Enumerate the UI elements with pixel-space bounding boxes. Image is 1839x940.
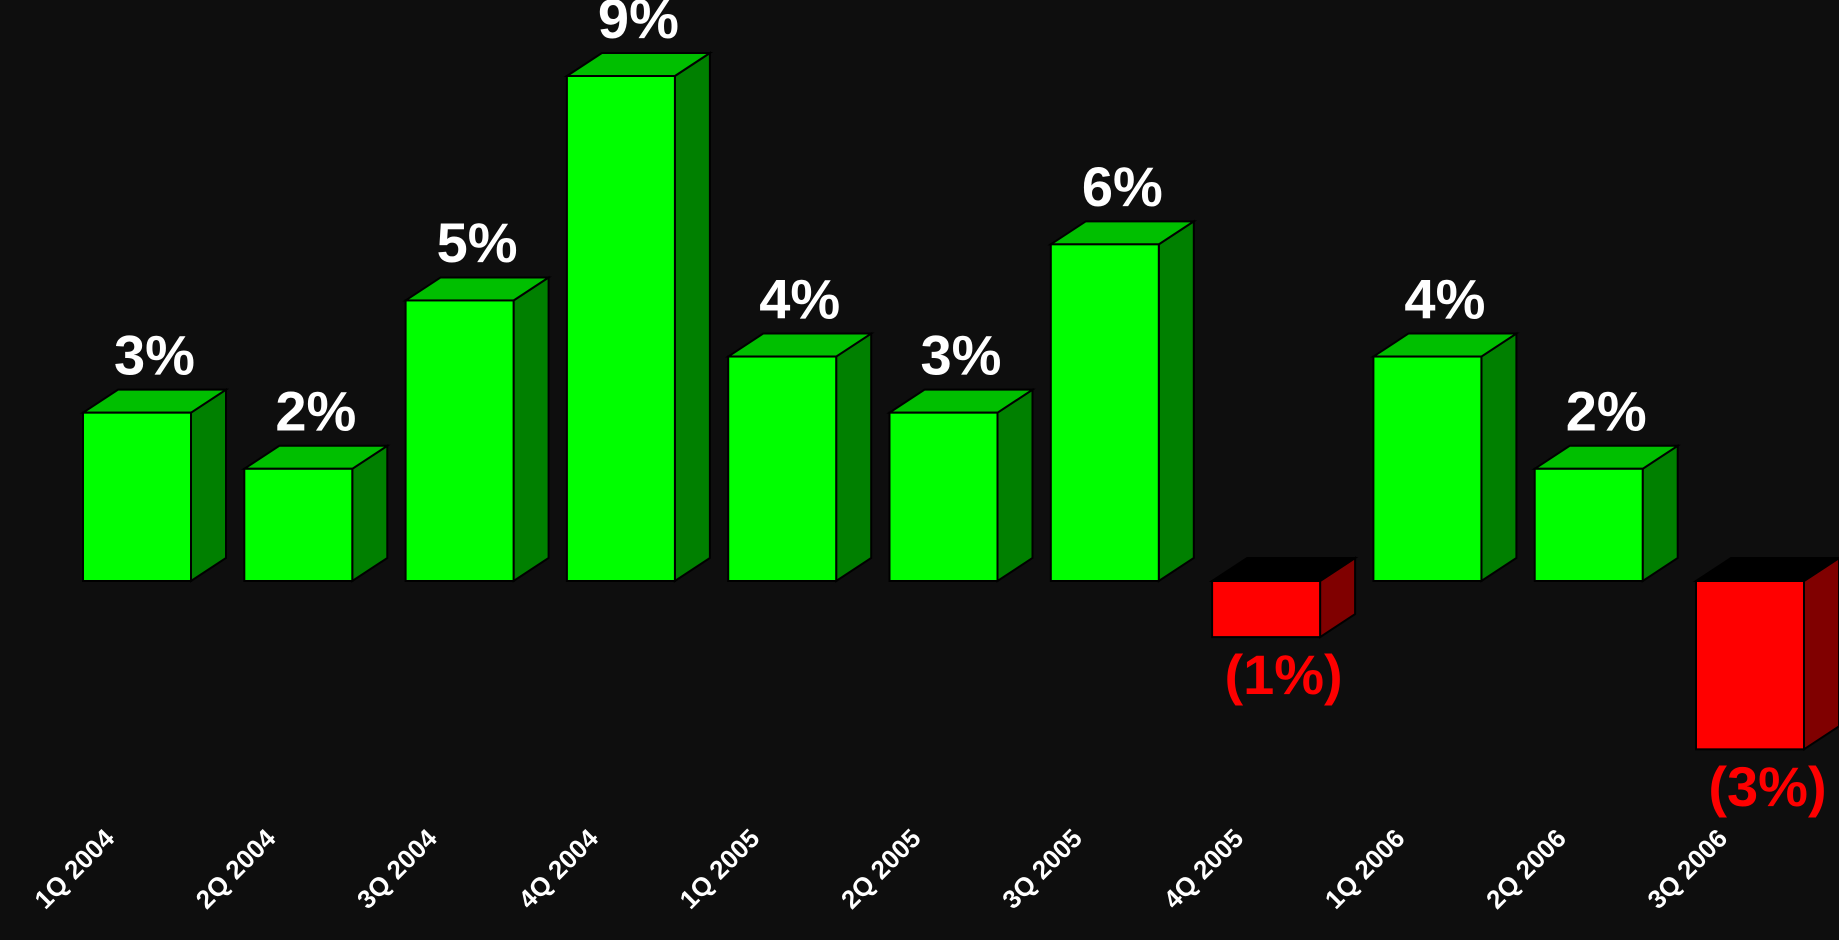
value-label: 2% bbox=[275, 380, 356, 443]
bar-side bbox=[673, 51, 711, 583]
bar bbox=[1047, 219, 1198, 583]
x-tick-label: 2Q 2004 bbox=[190, 823, 282, 915]
bar-front bbox=[404, 299, 515, 582]
bar-front bbox=[888, 411, 999, 582]
bar-front bbox=[243, 467, 354, 582]
bar bbox=[402, 275, 552, 583]
bar-front bbox=[1533, 467, 1644, 582]
x-tick-label: 1Q 2006 bbox=[1319, 823, 1411, 915]
bar bbox=[1370, 331, 1520, 583]
bar bbox=[79, 387, 230, 583]
bar-front bbox=[82, 411, 192, 582]
x-tick-label: 3Q 2005 bbox=[996, 823, 1088, 915]
x-tick-label: 3Q 2004 bbox=[351, 823, 443, 915]
bar-side bbox=[512, 275, 550, 583]
x-tick-label: 3Q 2006 bbox=[1641, 823, 1733, 915]
bar-side bbox=[1480, 331, 1518, 583]
x-tick-label: 1Q 2005 bbox=[674, 823, 766, 915]
bar bbox=[563, 51, 714, 583]
value-label: 6% bbox=[1082, 155, 1163, 218]
value-label: 5% bbox=[437, 211, 518, 274]
value-label: 4% bbox=[1404, 267, 1485, 330]
bar-front bbox=[1695, 580, 1805, 751]
value-label: 9% bbox=[598, 0, 679, 50]
value-label: 3% bbox=[114, 323, 195, 386]
x-tick-label: 2Q 2005 bbox=[835, 823, 927, 915]
bar bbox=[1692, 556, 1839, 752]
bar-side bbox=[1157, 219, 1195, 583]
x-tick-label: 1Q 2004 bbox=[28, 823, 120, 915]
bar bbox=[886, 387, 1036, 583]
bar-front bbox=[1049, 243, 1160, 582]
bar-side bbox=[996, 387, 1034, 583]
bar bbox=[1531, 443, 1682, 583]
bar-front bbox=[1372, 355, 1483, 582]
x-tick-label: 2Q 2006 bbox=[1480, 823, 1572, 915]
bar bbox=[724, 331, 875, 583]
value-label: (1%) bbox=[1224, 643, 1342, 706]
bar-front bbox=[727, 355, 838, 582]
x-tick-label: 4Q 2004 bbox=[512, 823, 604, 915]
bar-side bbox=[1803, 556, 1839, 752]
bar bbox=[1208, 556, 1359, 639]
value-label: 2% bbox=[1566, 380, 1647, 443]
value-label: 3% bbox=[921, 323, 1002, 386]
x-tick-label: 4Q 2005 bbox=[1157, 823, 1249, 915]
bar-front bbox=[1211, 580, 1322, 639]
bar-front bbox=[565, 75, 676, 582]
value-label: (3%) bbox=[1708, 755, 1826, 818]
bar-side bbox=[190, 387, 227, 583]
bar-side bbox=[835, 331, 873, 583]
value-label: 4% bbox=[759, 267, 840, 330]
bar bbox=[240, 443, 391, 583]
